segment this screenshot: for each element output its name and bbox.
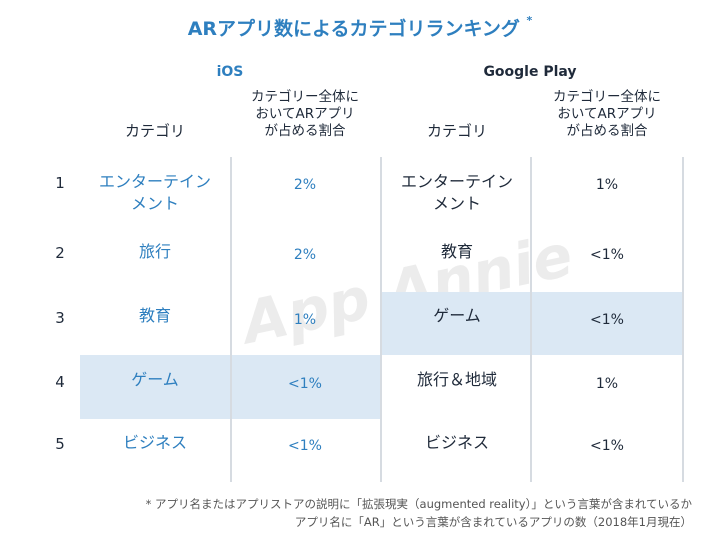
- gp-category-cell: 旅行＆地域: [416, 370, 497, 389]
- gp-share-header: カテゴリー全体に おいてARアプリ が占める割合: [532, 89, 682, 140]
- rank-number: 4: [55, 373, 65, 391]
- gp-category-cell: ビジネス: [424, 433, 489, 452]
- divider-right: [682, 157, 684, 482]
- ios-category-line: メント: [130, 194, 179, 213]
- footnote-line-2: アプリ名に「AR」という言葉が含まれているアプリの数（2018年1月現在）: [294, 515, 692, 529]
- footnote-mark: *: [145, 497, 152, 511]
- divider-middle: [380, 157, 382, 482]
- ios-share-cell: <1%: [288, 376, 322, 392]
- gp-category-cell: エンターテイン メント: [382, 171, 532, 215]
- rank-number: 3: [55, 309, 65, 327]
- divider-ios: [230, 157, 232, 482]
- ios-share-header-line: カテゴリー全体に: [251, 89, 359, 105]
- rank-number: 5: [55, 435, 65, 453]
- gp-category-cell: ゲーム: [433, 306, 481, 325]
- ios-category-header: カテゴリ: [124, 122, 185, 140]
- gp-share-header-line: おいてARアプリ: [557, 106, 657, 122]
- ios-share-cell: <1%: [288, 438, 322, 454]
- gp-share-header-line: が占める割合: [566, 123, 648, 139]
- title-footnote-mark: *: [526, 14, 533, 27]
- rank-number: 2: [55, 244, 65, 262]
- gp-category-cell: 教育: [440, 242, 473, 261]
- gp-game-row-highlight: [382, 292, 682, 355]
- ios-share-header-line: おいてARアプリ: [255, 106, 355, 122]
- ios-share-cell: 1%: [293, 312, 317, 328]
- gp-share-cell: <1%: [590, 247, 624, 263]
- chart-title: ARアプリ数によるカテゴリランキング *: [0, 14, 720, 41]
- ios-category-line: エンターテイン: [98, 172, 211, 191]
- gp-share-cell: 1%: [595, 177, 619, 193]
- ios-category-cell: ゲーム: [131, 370, 179, 389]
- ios-category-cell: 教育: [138, 306, 171, 325]
- platform-ios-label: iOS: [216, 64, 244, 80]
- gp-share-header-line: カテゴリー全体に: [553, 89, 661, 105]
- divider-gp: [530, 157, 532, 482]
- chart-title-text: ARアプリ数によるカテゴリランキング: [187, 18, 520, 40]
- ios-share-header-line: が占める割合: [264, 123, 346, 139]
- gp-share-cell: 1%: [595, 376, 619, 392]
- gp-category-line: エンターテイン: [400, 172, 513, 191]
- ios-share-header: カテゴリー全体に おいてARアプリ が占める割合: [230, 89, 380, 140]
- gp-category-line: メント: [432, 194, 481, 213]
- ios-category-cell: エンターテイン メント: [80, 171, 230, 215]
- footnote-line-1: * アプリ名またはアプリストアの説明に「拡張現実（augmented reali…: [146, 496, 692, 512]
- ios-category-cell: 旅行: [138, 242, 171, 261]
- platform-googleplay-label: Google Play: [483, 64, 577, 80]
- gp-share-cell: <1%: [590, 438, 624, 454]
- footnote-text-1: アプリ名またはアプリストアの説明に「拡張現実（augmented reality…: [155, 497, 692, 511]
- gp-category-header: カテゴリ: [426, 122, 487, 140]
- ios-category-cell: ビジネス: [122, 433, 187, 452]
- ios-share-cell: 2%: [293, 247, 317, 263]
- rank-number: 1: [55, 174, 65, 192]
- ios-share-cell: 2%: [293, 177, 317, 193]
- gp-share-cell: <1%: [590, 312, 624, 328]
